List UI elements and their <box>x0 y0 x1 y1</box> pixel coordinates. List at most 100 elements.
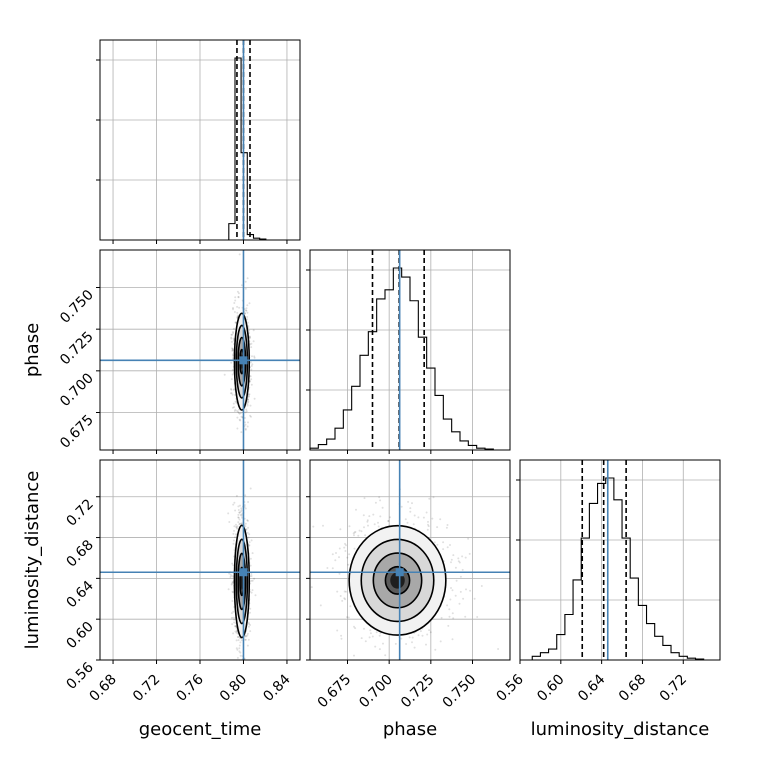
contour-geocent-time-vs-phase-point <box>233 410 236 412</box>
contour-phase-vs-luminosity-distance-point <box>336 629 339 632</box>
contour-phase-vs-luminosity-distance-point <box>378 634 381 637</box>
contour-geocent-time-vs-luminosity-distance-point <box>235 494 238 497</box>
contour-geocent-time-vs-phase-point <box>246 321 249 324</box>
contour-phase-vs-luminosity-distance-point <box>469 589 472 592</box>
contour-geocent-time-vs-phase-point <box>253 356 256 359</box>
contour-phase-vs-luminosity-distance-point <box>428 497 431 500</box>
contour-geocent-time-vs-luminosity-distance-point <box>249 630 252 633</box>
contour-geocent-time-vs-luminosity-distance-point <box>236 648 239 651</box>
contour-geocent-time-vs-phase-point <box>234 321 237 324</box>
contour-phase-vs-luminosity-distance-point <box>425 643 427 646</box>
contour-geocent-time-vs-phase-point <box>249 361 252 364</box>
contour-geocent-time-vs-luminosity-distance-point <box>247 621 250 624</box>
contour-geocent-time-vs-luminosity-distance-point <box>238 511 241 514</box>
contour-phase-vs-luminosity-distance-point <box>310 586 313 589</box>
contour-geocent-time-vs-phase-point <box>230 378 233 381</box>
contour-phase-vs-luminosity-distance-point <box>448 615 451 618</box>
contour-phase-vs-luminosity-distance-point <box>353 654 355 657</box>
contour-geocent-time-vs-luminosity-distance-point <box>249 624 252 626</box>
contour-geocent-time-vs-phase-point <box>232 388 235 391</box>
contour-geocent-time-vs-luminosity-distance-point <box>231 562 234 565</box>
x-tick-label-geocent-time-2: 0.76 <box>173 671 206 704</box>
contour-phase-vs-luminosity-distance-point <box>378 496 381 499</box>
contour-phase-vs-luminosity-distance-point <box>384 654 387 657</box>
contour-phase-vs-luminosity-distance-point <box>458 602 461 605</box>
contour-geocent-time-vs-luminosity-distance-point <box>248 622 251 625</box>
contour-phase-vs-luminosity-distance-point <box>375 631 378 634</box>
contour-geocent-time-vs-luminosity-distance-point <box>244 638 247 641</box>
y-tick-label-phase-3: 0.750 <box>57 287 97 327</box>
contour-geocent-time-vs-phase-point <box>238 418 241 421</box>
contour-geocent-time-vs-phase-point <box>244 423 247 426</box>
contour-phase-vs-luminosity-distance-point <box>331 567 334 570</box>
contour-phase-vs-luminosity-distance-point <box>434 648 437 651</box>
contour-geocent-time-vs-phase-point <box>236 290 239 293</box>
contour-geocent-time-vs-luminosity-distance-point <box>237 505 240 508</box>
contour-phase-vs-luminosity-distance-point <box>312 525 315 528</box>
contour-geocent-time-vs-phase-point <box>236 416 239 419</box>
contour-phase-vs-luminosity-distance-point <box>432 496 435 499</box>
contour-phase-vs-luminosity-distance-point <box>419 630 422 633</box>
contour-geocent-time-vs-phase-point <box>230 388 233 391</box>
contour-geocent-time-vs-luminosity-distance-point <box>247 661 249 663</box>
contour-phase-vs-luminosity-distance-point <box>448 608 451 611</box>
contour-geocent-time-vs-luminosity-distance-point <box>227 588 230 591</box>
contour-geocent-time-vs-luminosity-distance-point <box>240 514 243 517</box>
contour-geocent-time-vs-phase-point <box>230 392 233 395</box>
contour-phase-vs-luminosity-distance-point <box>319 604 322 607</box>
contour-geocent-time-vs-luminosity-distance-contour-1 <box>237 552 247 611</box>
contour-geocent-time-vs-luminosity-distance-frame <box>99 459 301 661</box>
contour-geocent-time-vs-phase-point <box>223 373 226 376</box>
contour-geocent-time-vs-luminosity-distance-point <box>227 512 230 515</box>
contour-geocent-time-vs-phase-point <box>237 412 240 414</box>
contour-phase-vs-luminosity-distance-point <box>464 556 467 559</box>
contour-geocent-time-vs-phase-point <box>232 331 234 333</box>
contour-geocent-time-vs-luminosity-distance-point <box>247 526 250 529</box>
contour-phase-vs-luminosity-distance-point <box>428 629 431 632</box>
contour-geocent-time-vs-luminosity-distance-truth-marker <box>239 568 248 577</box>
contour-geocent-time-vs-luminosity-distance-point <box>236 661 238 663</box>
contour-geocent-time-vs-luminosity-distance-point <box>246 632 249 635</box>
contour-phase-vs-luminosity-distance-point <box>353 534 355 537</box>
contour-geocent-time-vs-luminosity-distance-point <box>232 616 235 619</box>
y-tick-label-luminosity-distance-3: 0.68 <box>63 537 96 570</box>
contour-phase-vs-luminosity-distance-point <box>446 604 449 607</box>
contour-phase-vs-luminosity-distance-point <box>339 595 342 597</box>
contour-phase-vs-luminosity-distance-point <box>433 541 436 544</box>
contour-phase-vs-luminosity-distance-frame <box>309 459 511 661</box>
contour-geocent-time-vs-luminosity-distance-point <box>235 523 237 526</box>
contour-geocent-time-vs-phase-point <box>238 408 240 411</box>
contour-phase-vs-luminosity-distance-contour-3 <box>348 524 447 636</box>
contour-geocent-time-vs-luminosity-distance-point <box>249 564 252 567</box>
contour-geocent-time-vs-phase-point <box>253 355 256 358</box>
contour-phase-vs-luminosity-distance-point <box>431 517 434 520</box>
contour-phase-vs-luminosity-distance-point <box>322 524 324 527</box>
contour-geocent-time-vs-luminosity-distance-point <box>239 651 242 654</box>
contour-geocent-time-vs-luminosity-distance-point <box>234 509 237 512</box>
contour-geocent-time-vs-phase-point <box>246 318 248 321</box>
contour-geocent-time-vs-phase-point <box>236 316 239 318</box>
contour-phase-vs-luminosity-distance-point <box>445 526 448 529</box>
contour-geocent-time-vs-luminosity-distance-point <box>247 625 250 628</box>
contour-geocent-time-vs-luminosity-distance-point <box>233 501 236 504</box>
contour-geocent-time-vs-phase-point <box>247 421 249 424</box>
contour-phase-vs-luminosity-distance-point <box>345 590 347 593</box>
contour-geocent-time-vs-luminosity-distance-point <box>254 594 257 597</box>
contour-geocent-time-vs-luminosity-distance-point <box>248 533 251 536</box>
contour-geocent-time-vs-phase-point <box>236 314 239 317</box>
contour-phase-vs-luminosity-distance-truth-marker <box>395 568 404 577</box>
contour-geocent-time-vs-phase-point <box>244 287 247 290</box>
hist-luminosity-distance-steps <box>531 477 705 660</box>
contour-geocent-time-vs-phase-point <box>236 427 239 430</box>
contour-geocent-time-vs-luminosity-distance-point <box>246 519 249 522</box>
contour-phase-vs-luminosity-distance-point <box>367 524 369 527</box>
contour-phase-vs-luminosity-distance-point <box>442 541 445 544</box>
contour-phase-vs-luminosity-distance-point <box>464 615 467 618</box>
contour-phase-vs-luminosity-distance-point <box>450 558 453 561</box>
contour-geocent-time-vs-luminosity-distance-point <box>238 511 241 514</box>
x-tick-label-luminosity-distance-4: 0.72 <box>657 672 690 705</box>
contour-phase-vs-luminosity-distance-point <box>455 579 458 582</box>
contour-geocent-time-vs-phase-point <box>231 349 234 352</box>
contour-geocent-time-vs-luminosity-distance-point <box>244 638 247 641</box>
contour-phase-vs-luminosity-distance-point <box>344 598 347 601</box>
